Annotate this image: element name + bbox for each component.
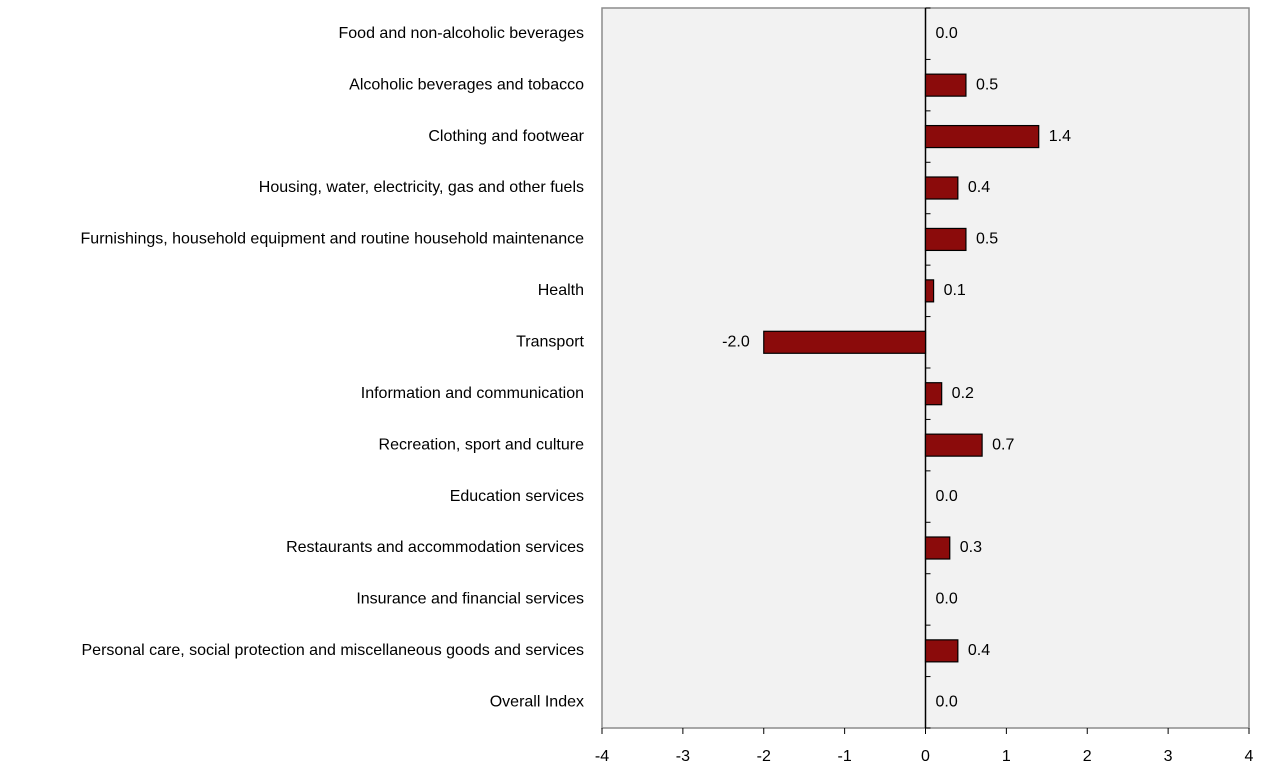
value-label: 0.2 bbox=[952, 385, 974, 402]
x-tick-label: -4 bbox=[595, 748, 609, 765]
y-tick-label: Transport bbox=[516, 334, 584, 351]
x-tick-label: 3 bbox=[1164, 748, 1173, 765]
y-tick-label: Alcoholic beverages and tobacco bbox=[349, 76, 584, 93]
bar bbox=[924, 227, 967, 252]
bar bbox=[924, 279, 935, 303]
bar bbox=[924, 433, 983, 457]
value-label: 0.4 bbox=[968, 642, 990, 659]
value-label: 0.5 bbox=[976, 76, 998, 93]
value-label: 1.4 bbox=[1049, 128, 1071, 145]
x-tick-label: -1 bbox=[838, 748, 852, 765]
y-tick-label: Insurance and financial services bbox=[356, 591, 584, 608]
bar bbox=[763, 330, 927, 354]
x-tick-label: 0 bbox=[921, 748, 930, 765]
value-label: 0.0 bbox=[936, 591, 958, 608]
bar bbox=[924, 639, 959, 663]
bar bbox=[924, 124, 1040, 149]
y-tick-label: Personal care, social protection and mis… bbox=[82, 642, 585, 659]
bar bbox=[924, 382, 943, 406]
value-label: 0.5 bbox=[976, 231, 998, 248]
y-tick-label: Clothing and footwear bbox=[428, 128, 584, 145]
y-tick-label: Furnishings, household equipment and rou… bbox=[81, 231, 585, 248]
value-label: 0.3 bbox=[960, 539, 982, 556]
x-tick-label: -3 bbox=[676, 748, 690, 765]
y-tick-label: Health bbox=[538, 282, 584, 299]
x-tick-label: -2 bbox=[757, 748, 771, 765]
x-tick-label: 1 bbox=[1002, 748, 1011, 765]
value-label: 0.0 bbox=[936, 25, 958, 42]
bar bbox=[924, 73, 967, 97]
y-tick-label: Food and non-alcoholic beverages bbox=[339, 25, 585, 42]
value-label: 0.7 bbox=[992, 436, 1014, 453]
y-tick-label: Information and communication bbox=[361, 385, 584, 402]
y-tick-label: Education services bbox=[450, 488, 584, 505]
value-label: 0.1 bbox=[944, 282, 966, 299]
y-tick-label: Overall Index bbox=[490, 694, 584, 711]
y-tick-label: Restaurants and accommodation services bbox=[286, 539, 584, 556]
value-label: 0.0 bbox=[936, 488, 958, 505]
x-tick-label: 4 bbox=[1245, 748, 1254, 765]
value-label: -2.0 bbox=[722, 334, 750, 351]
value-label: 0.0 bbox=[936, 694, 958, 711]
bar bbox=[924, 536, 951, 560]
x-tick-label: 2 bbox=[1083, 748, 1092, 765]
y-tick-label: Recreation, sport and culture bbox=[379, 436, 585, 453]
y-tick-label: Housing, water, electricity, gas and oth… bbox=[259, 179, 584, 196]
value-label: 0.4 bbox=[968, 179, 990, 196]
bar bbox=[924, 176, 959, 200]
